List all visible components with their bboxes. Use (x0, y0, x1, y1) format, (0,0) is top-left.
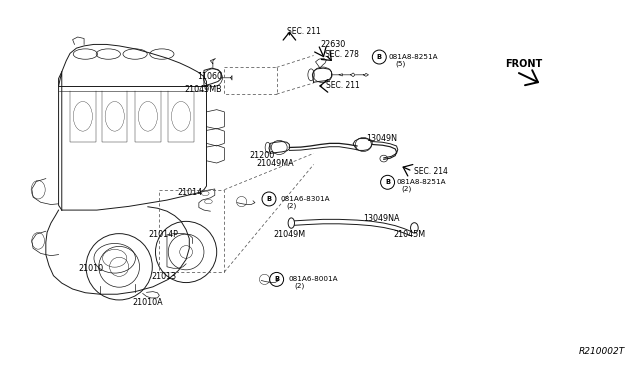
Text: B: B (377, 54, 382, 60)
Text: SEC. 214: SEC. 214 (414, 167, 448, 176)
Text: R210002T: R210002T (579, 347, 625, 356)
Text: 081A6-8001A: 081A6-8001A (288, 276, 338, 282)
Text: 21010A: 21010A (132, 298, 163, 307)
Text: B: B (266, 196, 271, 202)
Text: B: B (385, 179, 390, 185)
Text: 21010: 21010 (78, 264, 103, 273)
Text: 22630: 22630 (320, 40, 345, 49)
Text: (2): (2) (402, 186, 412, 192)
Text: 21049MB: 21049MB (184, 85, 222, 94)
Text: B: B (274, 276, 279, 282)
Text: 081A8-8251A: 081A8-8251A (397, 179, 446, 185)
Text: 21049MA: 21049MA (256, 158, 294, 167)
Text: 21045M: 21045M (393, 230, 426, 240)
Text: (5): (5) (396, 60, 406, 67)
Text: 21014P: 21014P (148, 230, 179, 239)
Text: 21200: 21200 (250, 151, 275, 160)
Text: FRONT: FRONT (506, 60, 543, 70)
Text: 21049M: 21049M (273, 230, 305, 239)
Text: 21013: 21013 (151, 272, 177, 281)
Text: 081A8-8251A: 081A8-8251A (389, 54, 438, 60)
Text: (2): (2) (287, 202, 297, 209)
Text: SEC. 211: SEC. 211 (287, 26, 321, 36)
Text: SEC. 278: SEC. 278 (325, 50, 359, 59)
Text: 11060: 11060 (197, 72, 222, 81)
Text: 081A6-8301A: 081A6-8301A (280, 196, 330, 202)
Text: (2): (2) (294, 283, 305, 289)
Text: 13049NA: 13049NA (364, 214, 400, 223)
Text: 13049N: 13049N (366, 134, 397, 143)
Text: SEC. 211: SEC. 211 (326, 81, 360, 90)
Text: 21014: 21014 (177, 188, 202, 197)
